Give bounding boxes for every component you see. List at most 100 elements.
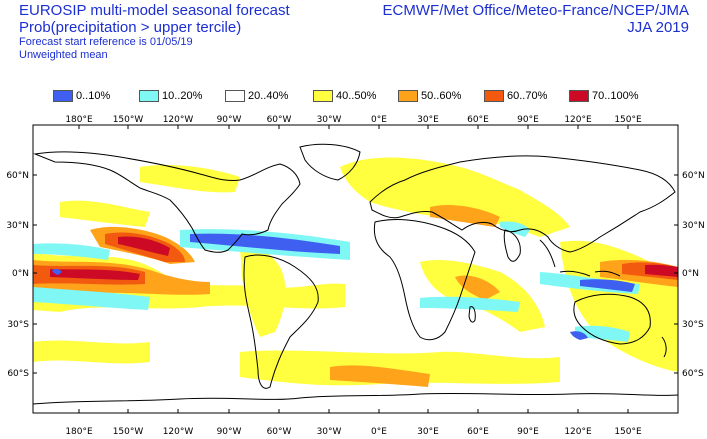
lat-label-left: 60°S <box>7 369 29 379</box>
prob-region-blue <box>190 233 340 254</box>
coastline-eurasia <box>369 155 676 253</box>
legend-label: 50..60% <box>421 90 462 102</box>
legend: 0..10% 10..20% 20..40% 40..50% 50..60% 6… <box>0 89 707 103</box>
prob-region-orange <box>330 365 430 387</box>
legend-label: 0..10% <box>76 90 111 102</box>
lat-label-right: 60°S <box>682 369 704 379</box>
prob-region-red <box>50 269 140 280</box>
title-line-4: Unweighted mean <box>19 49 108 61</box>
title-line-2: Prob(precipitation > upper tercile) <box>19 19 242 36</box>
lon-label-top: 60°W <box>267 115 292 125</box>
map-frame <box>32 124 679 414</box>
prob-region-yellow <box>140 165 240 193</box>
coastline-south-america <box>243 254 319 389</box>
lon-label-top: 180°E <box>65 115 93 125</box>
lon-label-top: 120°W <box>163 115 194 125</box>
lon-label-bottom: 180°E <box>65 427 93 437</box>
legend-item: 40..50% <box>313 89 376 103</box>
lat-label-left: 0°N <box>12 269 29 279</box>
lat-axis: 60°N 30°N 0°N 30°S 60°S 60°N 30°N 0°N 30… <box>6 171 704 379</box>
legend-swatch <box>53 90 73 102</box>
prob-region-yellow <box>33 340 150 364</box>
lon-label-bottom: 30°W <box>317 427 342 437</box>
probability-field <box>33 157 678 387</box>
lon-label-bottom: 150°W <box>113 427 144 437</box>
lon-label-bottom: 30°E <box>417 427 439 437</box>
legend-label: 10..20% <box>162 90 203 102</box>
title-line-1: EUROSIP multi-model seasonal forecast <box>19 2 290 19</box>
coastline-greenland <box>299 143 361 181</box>
lon-label-bottom: 120°W <box>163 427 194 437</box>
prob-region-yellow <box>60 200 150 227</box>
lon-label-bottom: 90°E <box>517 427 539 437</box>
prob-region-cyan <box>575 325 630 342</box>
lat-label-left: 30°S <box>7 320 29 330</box>
legend-swatch <box>313 90 333 102</box>
prob-region-cyan <box>420 296 520 312</box>
prob-region-red <box>118 236 170 256</box>
coastline-australia <box>573 293 651 345</box>
prob-region-red <box>645 264 678 277</box>
lat-label-left: 30°N <box>6 221 29 231</box>
coastline-india <box>503 229 521 262</box>
lat-label-right: 30°S <box>682 320 704 330</box>
legend-label: 40..50% <box>336 90 377 102</box>
title-block-right: ECMWF/Met Office/Meteo-France/NCEP/JMA J… <box>383 2 689 36</box>
lon-label-bottom: 120°E <box>564 427 592 437</box>
title-line-3: Forecast start reference is 01/05/19 <box>19 36 193 48</box>
lat-label-right: 60°N <box>682 171 705 181</box>
lon-label-top: 60°E <box>467 115 489 125</box>
lat-label-left: 60°N <box>6 171 29 181</box>
prob-region-blue <box>52 268 62 275</box>
lon-label-bottom: 90°W <box>217 427 242 437</box>
legend-label: 60..70% <box>507 90 548 102</box>
legend-swatch <box>139 90 159 102</box>
prob-region-orange <box>455 275 500 300</box>
lat-label-right: 30°N <box>682 221 705 231</box>
coastline-southeast-asia <box>539 239 621 277</box>
coastline-new-zealand <box>661 336 667 358</box>
lon-label-top: 120°E <box>564 115 592 125</box>
legend-item: 70..100% <box>569 89 638 103</box>
title-block: EUROSIP multi-model seasonal forecast Pr… <box>19 2 290 62</box>
lon-axis: 180°E 150°W 120°W 90°W 60°W 30°W 0°E 30°… <box>65 115 642 437</box>
legend-item: 60..70% <box>484 89 547 103</box>
lon-label-top: 90°E <box>517 115 539 125</box>
prob-region-blue <box>570 331 588 340</box>
forecast-map: 180°E 150°W 120°W 90°W 60°W 30°W 0°E 30°… <box>6 115 704 437</box>
prob-region-yellow <box>240 245 286 337</box>
lon-label-top: 30°W <box>317 115 342 125</box>
prob-region-yellow <box>340 157 570 237</box>
lon-label-top: 90°W <box>217 115 242 125</box>
lon-label-bottom: 150°E <box>614 427 642 437</box>
lat-label-right: 0°N <box>682 269 699 279</box>
legend-item: 10..20% <box>139 89 202 103</box>
centres-label: ECMWF/Met Office/Meteo-France/NCEP/JMA <box>382 2 689 19</box>
legend-label: 70..100% <box>592 90 639 102</box>
lon-label-top: 0°E <box>371 115 387 125</box>
prob-region-cyan <box>500 221 530 237</box>
legend-item: 0..10% <box>53 89 110 103</box>
legend-item: 20..40% <box>225 89 288 103</box>
coastline-africa <box>373 219 476 341</box>
lon-label-top: 30°E <box>417 115 439 125</box>
prob-region-cyan <box>33 243 110 260</box>
legend-label: 20..40% <box>248 90 289 102</box>
legend-item: 50..60% <box>398 89 461 103</box>
legend-swatch <box>225 90 245 102</box>
prob-region-orange <box>430 205 500 227</box>
lon-label-bottom: 60°E <box>467 427 489 437</box>
coastline-madagascar <box>468 306 476 323</box>
legend-swatch <box>484 90 504 102</box>
legend-swatch <box>398 90 418 102</box>
coastlines <box>33 143 678 405</box>
lon-label-top: 150°E <box>614 115 642 125</box>
lon-label-bottom: 60°W <box>267 427 292 437</box>
season-label: JJA 2019 <box>627 19 689 36</box>
legend-swatch <box>569 90 589 102</box>
lon-label-bottom: 0°E <box>371 427 387 437</box>
prob-region-yellow <box>240 350 560 386</box>
prob-region-cyan <box>33 287 150 310</box>
lon-label-top: 150°W <box>113 115 144 125</box>
coastline-north-america <box>33 151 301 253</box>
